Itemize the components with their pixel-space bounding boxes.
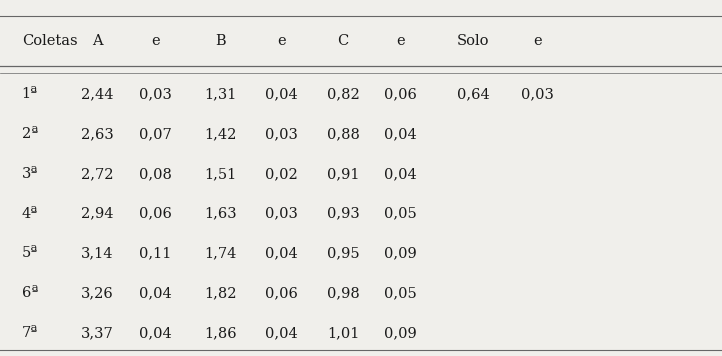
Text: Solo: Solo [456, 34, 490, 48]
Text: 0,07: 0,07 [139, 127, 172, 141]
Text: 1,51: 1,51 [204, 167, 236, 181]
Text: 6ª: 6ª [22, 286, 38, 300]
Text: 0,98: 0,98 [326, 286, 360, 300]
Text: 1,63: 1,63 [204, 206, 237, 221]
Text: 0,03: 0,03 [521, 87, 554, 101]
Text: 0,04: 0,04 [265, 246, 298, 260]
Text: 4ª: 4ª [22, 206, 38, 221]
Text: 3,14: 3,14 [81, 246, 114, 260]
Text: 0,82: 0,82 [326, 87, 360, 101]
Text: B: B [215, 34, 225, 48]
Text: 5ª: 5ª [22, 246, 38, 260]
Text: 0,91: 0,91 [326, 167, 360, 181]
Text: 3,37: 3,37 [81, 326, 114, 340]
Text: 1ª: 1ª [22, 87, 38, 101]
Text: A: A [92, 34, 103, 48]
Text: 1,01: 1,01 [327, 326, 359, 340]
Text: 0,09: 0,09 [384, 246, 417, 260]
Text: 0,06: 0,06 [384, 87, 417, 101]
Text: Coletas: Coletas [22, 34, 77, 48]
Text: 0,04: 0,04 [384, 167, 417, 181]
Text: 0,09: 0,09 [384, 326, 417, 340]
Text: 0,05: 0,05 [384, 206, 417, 221]
Text: 0,08: 0,08 [139, 167, 172, 181]
Text: 2,94: 2,94 [81, 206, 114, 221]
Text: 0,06: 0,06 [265, 286, 298, 300]
Text: e: e [534, 34, 542, 48]
Text: 1,42: 1,42 [204, 127, 236, 141]
Text: 2,44: 2,44 [81, 87, 114, 101]
Text: 1,74: 1,74 [204, 246, 236, 260]
Text: 2,72: 2,72 [81, 167, 114, 181]
Text: 1,82: 1,82 [204, 286, 237, 300]
Text: 0,03: 0,03 [265, 206, 298, 221]
Text: 0,05: 0,05 [384, 286, 417, 300]
Text: 2ª: 2ª [22, 127, 38, 141]
Text: 0,04: 0,04 [265, 87, 298, 101]
Text: 0,93: 0,93 [326, 206, 360, 221]
Text: 0,04: 0,04 [384, 127, 417, 141]
Text: C: C [337, 34, 349, 48]
Text: 1,86: 1,86 [204, 326, 237, 340]
Text: 0,11: 0,11 [139, 246, 171, 260]
Text: 0,03: 0,03 [139, 87, 172, 101]
Text: 3,26: 3,26 [81, 286, 114, 300]
Text: 7ª: 7ª [22, 326, 38, 340]
Text: 0,95: 0,95 [326, 246, 360, 260]
Text: 0,04: 0,04 [265, 326, 298, 340]
Text: 0,03: 0,03 [265, 127, 298, 141]
Text: 3ª: 3ª [22, 167, 38, 181]
Text: 0,06: 0,06 [139, 206, 172, 221]
Text: e: e [277, 34, 286, 48]
Text: 2,63: 2,63 [81, 127, 114, 141]
Text: e: e [396, 34, 405, 48]
Text: 0,04: 0,04 [139, 326, 172, 340]
Text: 0,02: 0,02 [265, 167, 298, 181]
Text: 0,64: 0,64 [456, 87, 490, 101]
Text: 0,88: 0,88 [326, 127, 360, 141]
Text: e: e [151, 34, 160, 48]
Text: 0,04: 0,04 [139, 286, 172, 300]
Text: 1,31: 1,31 [204, 87, 236, 101]
